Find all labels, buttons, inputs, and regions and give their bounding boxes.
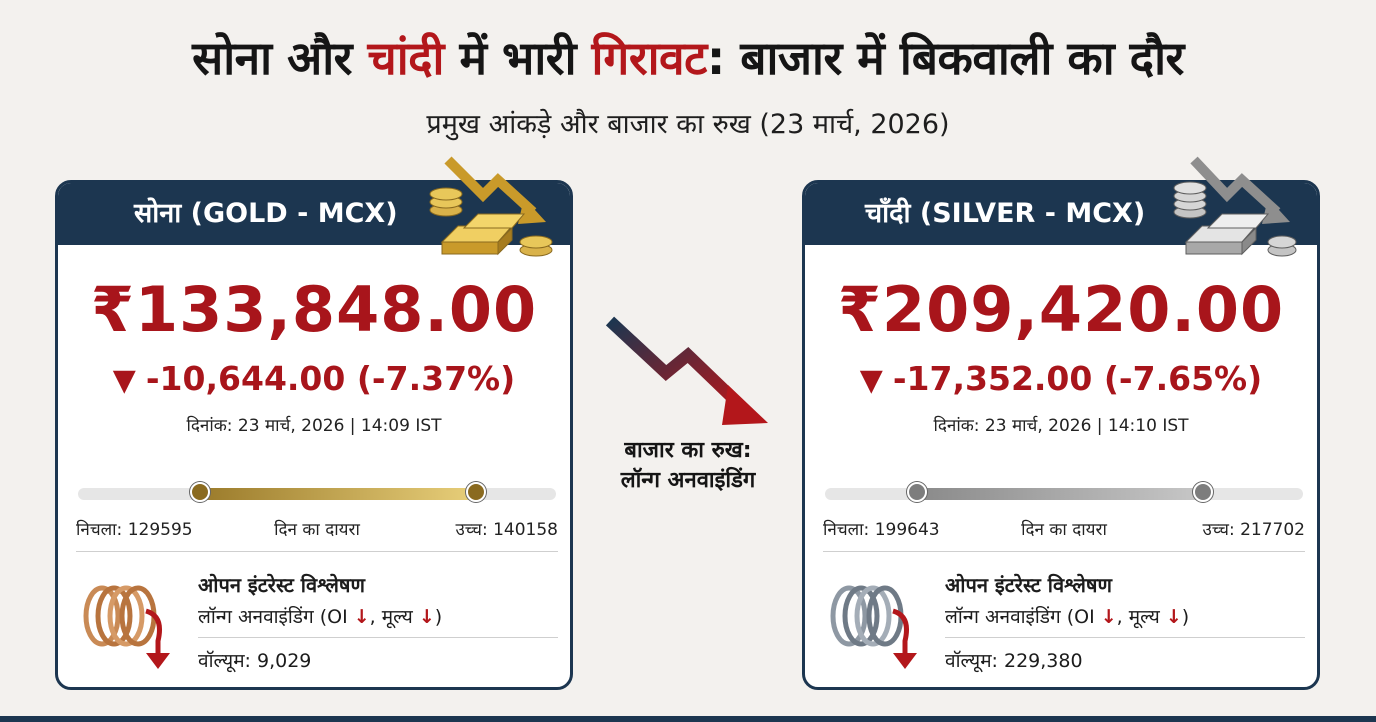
range-low-marker <box>190 482 210 502</box>
oi-subtitle: लॉन्ग अनवाइंडिंग (OI ↓, मूल्य ↓) <box>198 606 443 628</box>
gold-range-slider <box>78 482 556 502</box>
silver-range-slider <box>825 482 1303 502</box>
range-low-label: निचला: 129595 <box>76 520 193 540</box>
divider <box>198 637 558 638</box>
range-high-label: उच्च: 140158 <box>455 520 558 540</box>
divider <box>76 551 558 552</box>
oi-volume: वॉल्यूम: 229,380 <box>945 650 1083 672</box>
oi-volume: वॉल्यूम: 9,029 <box>198 650 312 672</box>
gold-change: ▼ -10,644.00 (-7.37%) <box>112 359 516 398</box>
oi-title: ओपन इंटरेस्ट विश्लेषण <box>945 573 1112 597</box>
page-subtitle: प्रमुख आंकड़े और बाजार का रुख (23 मार्च,… <box>426 109 950 140</box>
down-triangle-icon: ▼ <box>112 363 136 398</box>
coil-down-arrow-icon <box>830 585 917 669</box>
trend-down-arrow-icon <box>605 316 768 425</box>
bottom-bar <box>0 716 1376 722</box>
page-title: सोना और चांदी में भारी गिरावट: बाजार में… <box>192 31 1184 85</box>
range-mid-label: दिन का दायरा <box>1021 520 1107 540</box>
range-high-label: उच्च: 217702 <box>1202 520 1305 540</box>
oi-subtitle: लॉन्ग अनवाइंडिंग (OI ↓, मूल्य ↓) <box>945 606 1190 628</box>
range-low-marker <box>907 482 927 502</box>
range-high-marker <box>466 482 486 502</box>
market-trend-label: बाजार का रुख: लॉन्ग अनवाइंडिंग <box>620 438 756 493</box>
silver-change: ▼ -17,352.00 (-7.65%) <box>859 359 1263 398</box>
silver-date: दिनांक: 23 मार्च, 2026 | 14:10 IST <box>933 416 1189 436</box>
divider <box>823 551 1305 552</box>
down-triangle-icon: ▼ <box>859 363 883 398</box>
silver-card: चाँदी (SILVER - MCX) ₹209,420.00 ▼ -17,35… <box>802 180 1320 690</box>
range-low-label: निचला: 199643 <box>823 520 940 540</box>
range-high-marker <box>1193 482 1213 502</box>
silver-price: ₹209,420.00 <box>837 273 1285 346</box>
gold-price: ₹133,848.00 <box>90 273 538 346</box>
range-mid-label: दिन का दायरा <box>274 520 360 540</box>
coil-down-arrow-icon <box>83 585 170 669</box>
gold-bars-icon <box>429 156 553 257</box>
gold-card: सोना (GOLD - MCX) ₹133,848.00 ▼ -10,644.0… <box>55 180 573 690</box>
gold-date: दिनांक: 23 मार्च, 2026 | 14:09 IST <box>186 416 442 436</box>
silver-bars-icon <box>1173 156 1297 257</box>
oi-title: ओपन इंटरेस्ट विश्लेषण <box>198 573 365 597</box>
divider <box>945 637 1305 638</box>
